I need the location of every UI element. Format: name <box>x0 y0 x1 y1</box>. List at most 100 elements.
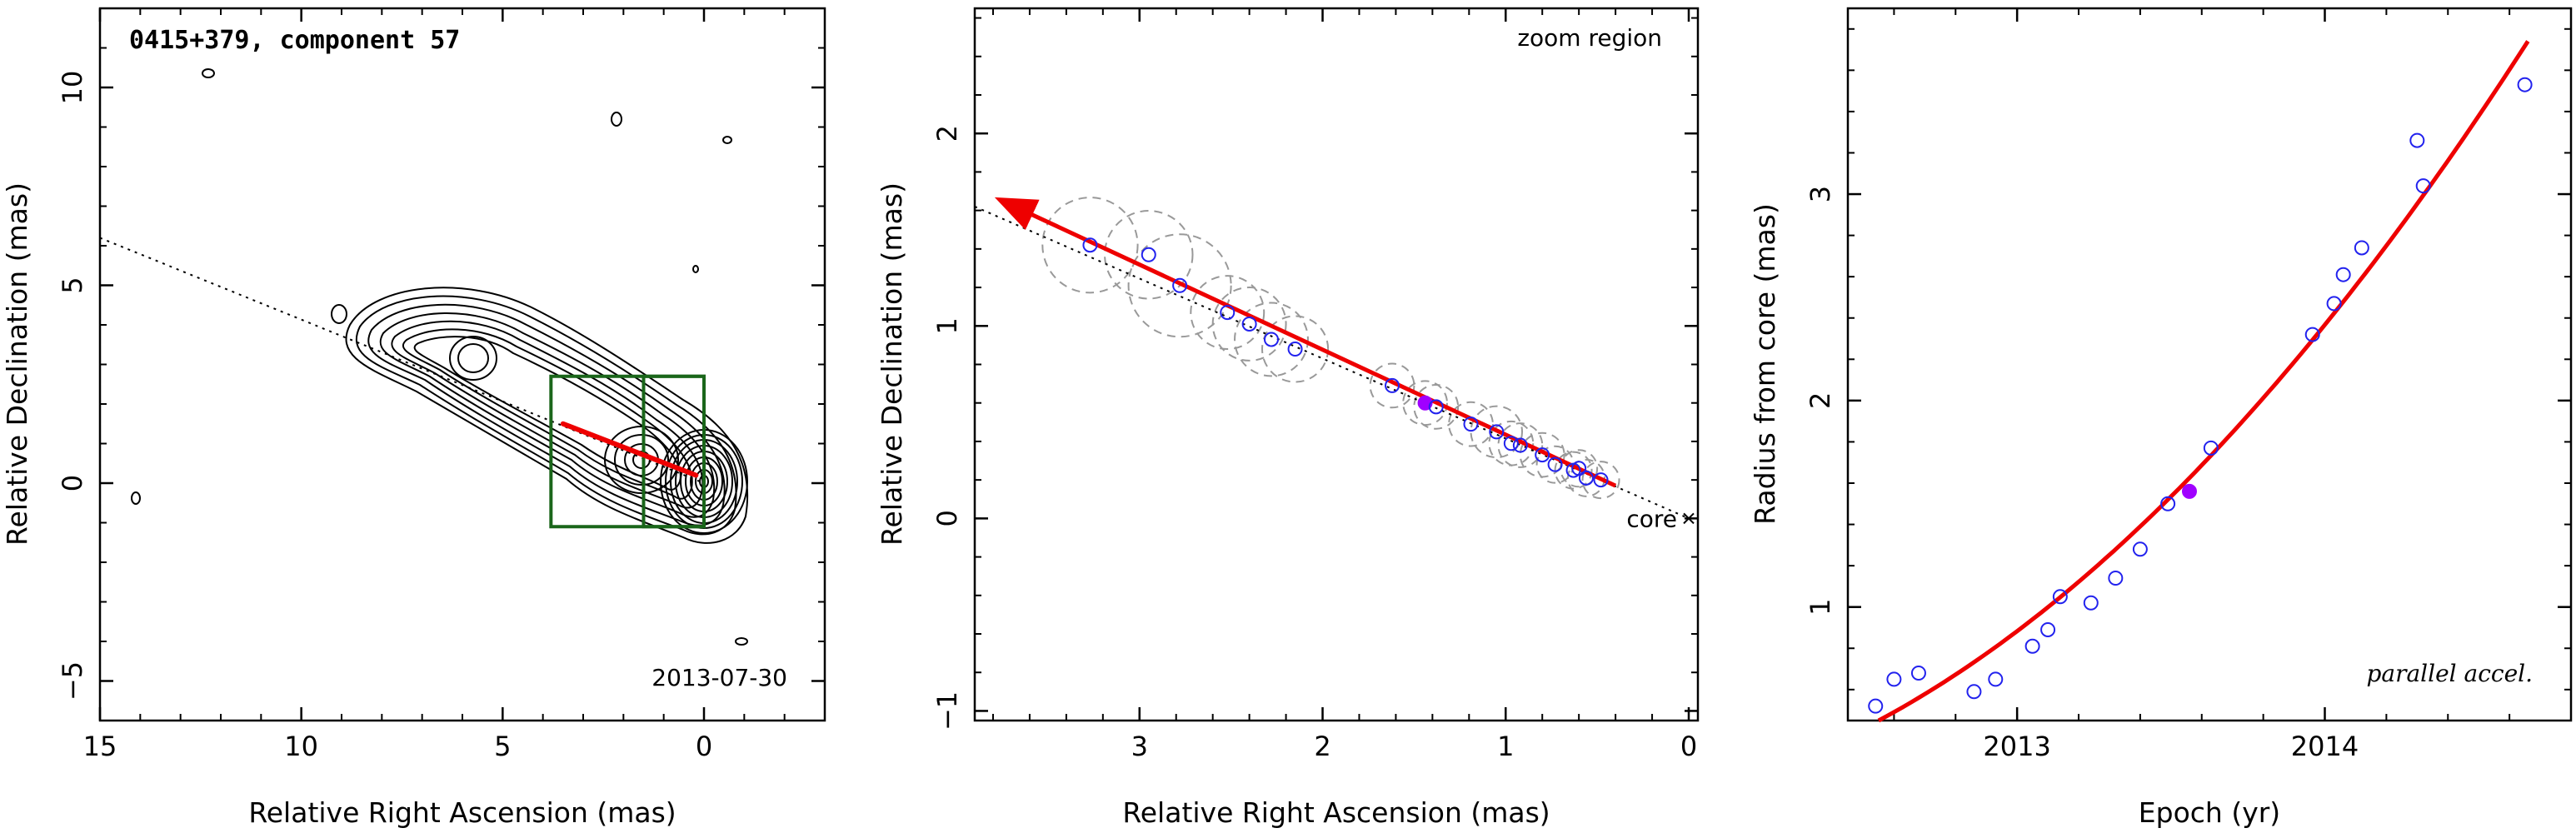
x-tick-label: 3 <box>1131 731 1148 762</box>
radius-point <box>2415 178 2431 194</box>
position-point <box>1220 305 1236 321</box>
noise-contour <box>611 112 622 127</box>
x-axis-label: Relative Right Ascension (mas) <box>248 796 676 829</box>
beam-circle <box>1190 275 1266 351</box>
position-point <box>1547 456 1563 472</box>
jet-envelope <box>355 295 737 536</box>
tick-marks <box>975 8 1698 721</box>
beam-circle <box>1470 405 1524 459</box>
y-tick-label: 2 <box>931 125 963 142</box>
position-point <box>1535 447 1550 463</box>
position-point <box>1385 377 1400 393</box>
noise-contour <box>131 491 141 505</box>
position-point <box>1503 436 1519 451</box>
noise-contour <box>722 136 732 144</box>
bright-knot-contour <box>449 336 497 381</box>
current-epoch-point <box>2181 483 2197 499</box>
y-axis-label: Radius from core (mas) <box>1749 203 1781 525</box>
position-point <box>1571 461 1587 476</box>
panel-zoom-region: 3 2 1 0 −1 0 1 2 zoom region core Relative Righ… <box>876 7 1700 829</box>
y-tick-label: 5 <box>57 277 88 293</box>
radius-point <box>1868 698 1884 714</box>
radius-points <box>1868 77 2533 714</box>
y-tick-label: 1 <box>1805 599 1836 616</box>
beam-circle <box>1261 315 1330 383</box>
x-tick-label: 0 <box>696 731 712 762</box>
panel-contour-map: 15 10 5 0 −5 0 5 10 <box>1 7 826 829</box>
component-positions <box>1082 237 1609 488</box>
position-point <box>1263 332 1279 347</box>
tick-labels: 2013 2014 1 2 3 <box>1805 186 2359 762</box>
y-tick-label: 3 <box>1805 186 1836 202</box>
radius-point <box>2040 621 2056 637</box>
x-tick-label: 5 <box>494 731 511 762</box>
position-point <box>1428 399 1444 415</box>
radius-point <box>2132 541 2148 557</box>
beam-circle <box>1566 458 1605 497</box>
plot-frame <box>1846 7 2573 722</box>
radius-point <box>1910 666 1926 681</box>
position-point <box>1489 424 1505 440</box>
y-tick-label: 0 <box>931 510 963 526</box>
jet-contours <box>131 68 749 646</box>
jet-envelope <box>413 336 681 491</box>
beam-circle <box>1448 401 1494 447</box>
radius-point <box>2108 571 2124 586</box>
knot-contour <box>614 434 669 486</box>
fit-curve <box>1877 40 2530 723</box>
jet-envelope <box>402 328 693 500</box>
position-point <box>1512 437 1528 453</box>
position-point <box>1578 470 1594 486</box>
position-point <box>1463 416 1479 432</box>
y-tick-label: 0 <box>57 475 88 491</box>
position-point <box>1141 247 1156 262</box>
radius-point <box>2160 496 2176 511</box>
jet-envelope <box>345 287 749 544</box>
fit-type-label: parallel accel. <box>2366 660 2533 687</box>
y-tick-label: −5 <box>57 661 88 701</box>
beam-circle <box>1581 461 1620 500</box>
radius-point <box>2326 296 2342 312</box>
x-tick-label: 2013 <box>1983 731 2050 762</box>
current-epoch-point <box>1417 395 1433 411</box>
noise-contour <box>692 265 699 273</box>
noise-contour <box>735 637 748 646</box>
zoom-boxes <box>549 374 706 529</box>
beam-circles <box>1041 197 1620 500</box>
noise-contour <box>331 304 347 324</box>
tick-labels: 3 2 1 0 −1 0 1 2 <box>931 125 1697 762</box>
y-tick-label: 10 <box>57 71 88 105</box>
radius-point <box>1886 671 1902 687</box>
x-tick-label: 10 <box>284 731 318 762</box>
bright-knot-contour <box>457 343 489 373</box>
x-tick-label: 15 <box>83 731 117 762</box>
core-marker <box>1683 512 1695 525</box>
position-point <box>1593 472 1609 488</box>
radius-point <box>2409 132 2425 148</box>
y-axis-label: Relative Declination (mas) <box>876 182 908 546</box>
y-axis-label: Relative Declination (mas) <box>1 182 33 546</box>
beam-circle <box>1554 451 1593 490</box>
velocity-vector <box>994 197 1617 488</box>
plot-frame <box>973 7 1700 722</box>
beam-circle <box>1104 210 1194 300</box>
zoom-region-label: zoom region <box>1517 24 1662 52</box>
x-axis-label: Epoch (yr) <box>2139 796 2280 829</box>
radius-point <box>2354 240 2369 256</box>
core-cross <box>1683 512 1695 525</box>
beam-circle <box>1369 362 1415 409</box>
noise-contour <box>202 68 215 78</box>
velocity-vector <box>560 421 699 478</box>
position-point <box>1287 342 1303 357</box>
panel-title: 0415+379, component 57 <box>129 26 460 55</box>
epoch-label: 2013-07-30 <box>651 664 787 691</box>
x-axis-label: Relative Right Ascension (mas) <box>1122 796 1550 829</box>
jet-envelope <box>391 320 704 509</box>
y-tick-label: 2 <box>1805 392 1836 409</box>
position-point <box>1241 316 1257 332</box>
y-tick-label: 1 <box>931 317 963 334</box>
beam-circle <box>1041 197 1139 294</box>
x-tick-label: 0 <box>1680 731 1697 762</box>
radius-point <box>1966 684 1982 700</box>
beam-circle <box>1234 302 1309 377</box>
